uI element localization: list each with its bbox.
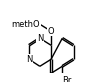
Text: N: N <box>26 55 32 64</box>
Text: O: O <box>48 27 54 36</box>
Text: Br: Br <box>62 76 72 82</box>
Text: N: N <box>37 34 43 43</box>
Text: methO: methO <box>11 20 40 29</box>
